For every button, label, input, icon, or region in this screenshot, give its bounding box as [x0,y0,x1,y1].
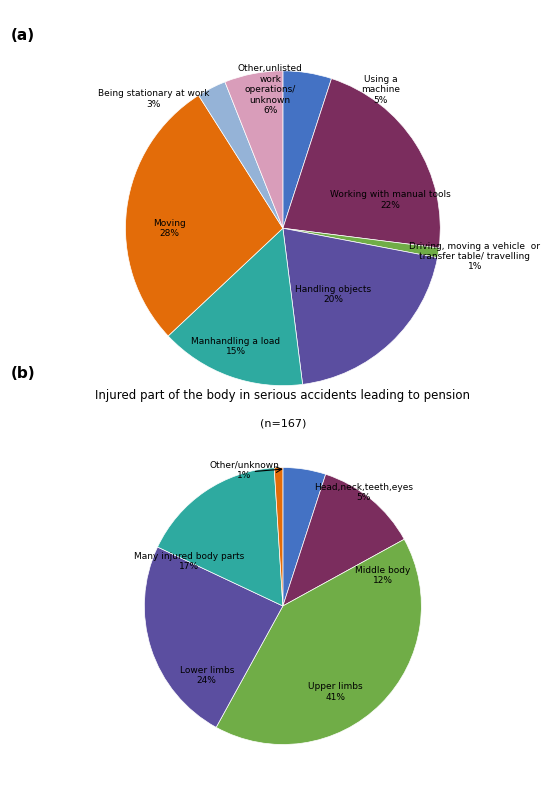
Text: (b): (b) [11,366,35,381]
Wedge shape [283,475,404,606]
Text: Head,neck,teeth,eyes
5%: Head,neck,teeth,eyes 5% [314,482,413,502]
Wedge shape [158,467,283,606]
Text: Being stationary at work
3%: Being stationary at work 3% [98,90,209,109]
Wedge shape [199,82,283,228]
Text: (a): (a) [11,28,35,42]
Text: Other/unknown
1%: Other/unknown 1% [209,460,279,480]
Text: Moving
28%: Moving 28% [153,219,186,238]
Text: Manhandling a load
15%: Manhandling a load 15% [191,337,280,356]
Wedge shape [283,71,331,228]
Wedge shape [283,228,439,257]
Text: Other,unlisted
work
operations/
unknown
6%: Other,unlisted work operations/ unknown … [238,65,302,115]
Text: Using a
machine
5%: Using a machine 5% [361,75,400,105]
Text: Handling objects
20%: Handling objects 20% [295,285,372,304]
Text: (n=167): (n=167) [259,418,306,428]
Text: Injured part of the body in serious accidents leading to pension: Injured part of the body in serious acci… [95,389,471,402]
Wedge shape [144,547,283,727]
Wedge shape [168,228,302,386]
Text: Driving, moving a vehicle  or
transfer table/ travelling
1%: Driving, moving a vehicle or transfer ta… [410,242,540,272]
Wedge shape [126,95,283,336]
Wedge shape [216,539,422,745]
Wedge shape [283,228,437,384]
Text: Lower limbs
24%: Lower limbs 24% [180,666,234,685]
Text: Middle body
12%: Middle body 12% [355,566,410,586]
Text: Many injured body parts
17%: Many injured body parts 17% [134,552,244,571]
Wedge shape [283,467,326,606]
Wedge shape [274,467,283,606]
Text: Upper limbs
41%: Upper limbs 41% [308,682,363,701]
Wedge shape [283,79,440,248]
Wedge shape [225,71,283,228]
Text: Working with manual tools
22%: Working with manual tools 22% [330,190,450,209]
